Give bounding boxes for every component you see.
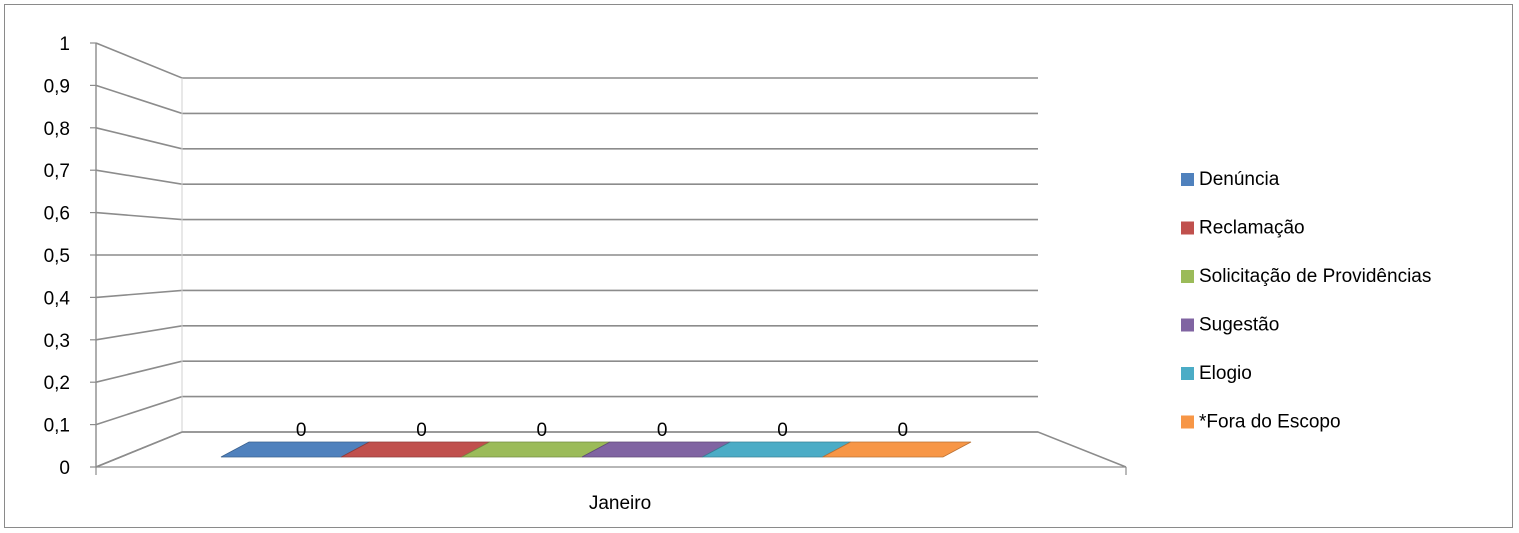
data-label: 0	[777, 420, 788, 441]
legend-label: Solicitação de Providências	[1199, 266, 1431, 287]
y-tick-label: 0,6	[44, 204, 70, 225]
gridline	[95, 211, 1038, 221]
data-label: 0	[296, 420, 307, 441]
legend-label: Denúncia	[1199, 169, 1280, 190]
gridline	[95, 360, 1038, 383]
legend-swatch	[1181, 318, 1194, 332]
data-label: 0	[898, 420, 909, 441]
legend-label: Reclamação	[1199, 218, 1305, 239]
legend-swatch	[1181, 173, 1194, 186]
gridline	[95, 289, 1038, 299]
gridline	[95, 325, 1038, 341]
y-tick-label: 0,1	[44, 416, 70, 437]
y-tick-label: 1	[59, 34, 70, 55]
data-label: 0	[416, 420, 427, 441]
floor-outline	[95, 431, 1127, 468]
legend-swatch	[1181, 367, 1194, 380]
y-tick-label: 0,8	[44, 119, 70, 140]
legend-swatch	[1181, 270, 1194, 283]
legend-label: *Fora do Escopo	[1199, 412, 1341, 433]
y-tick-label: 0	[59, 458, 70, 479]
x-tick-label: Janeiro	[589, 493, 651, 514]
gridline	[95, 42, 1038, 79]
data-label: 0	[657, 420, 668, 441]
y-tick-label: 0,2	[44, 373, 70, 394]
data-label: 0	[537, 420, 548, 441]
legend-swatch	[1181, 221, 1194, 235]
legend-layer: Denúncia Reclamação Solicitação de Providê…	[1181, 169, 1431, 433]
y-tick-label: 0,7	[44, 161, 70, 182]
gridline	[95, 127, 1038, 150]
bar-layer	[220, 441, 972, 458]
axis-layer: 0 0,1 0,2 0,3 0,4 0,5 0,6 0,7 0,8 0,9 1 Janeiro	[44, 34, 652, 514]
floor-layer	[95, 431, 1127, 475]
gridline	[95, 84, 1038, 115]
bar	[822, 441, 972, 458]
legend-label: Elogio	[1199, 363, 1252, 384]
y-tick-label: 0,3	[44, 331, 70, 352]
gridline	[95, 169, 1038, 185]
y-tick-label: 0,9	[44, 76, 70, 97]
y-tick-label: 0,5	[44, 246, 70, 267]
grid-layer	[95, 42, 1038, 468]
label-layer: 0 0 0 0 0 0	[296, 420, 908, 441]
legend-label: Sugestão	[1199, 315, 1279, 336]
y-tick-label: 0,4	[44, 288, 71, 309]
legend-swatch	[1181, 415, 1194, 429]
